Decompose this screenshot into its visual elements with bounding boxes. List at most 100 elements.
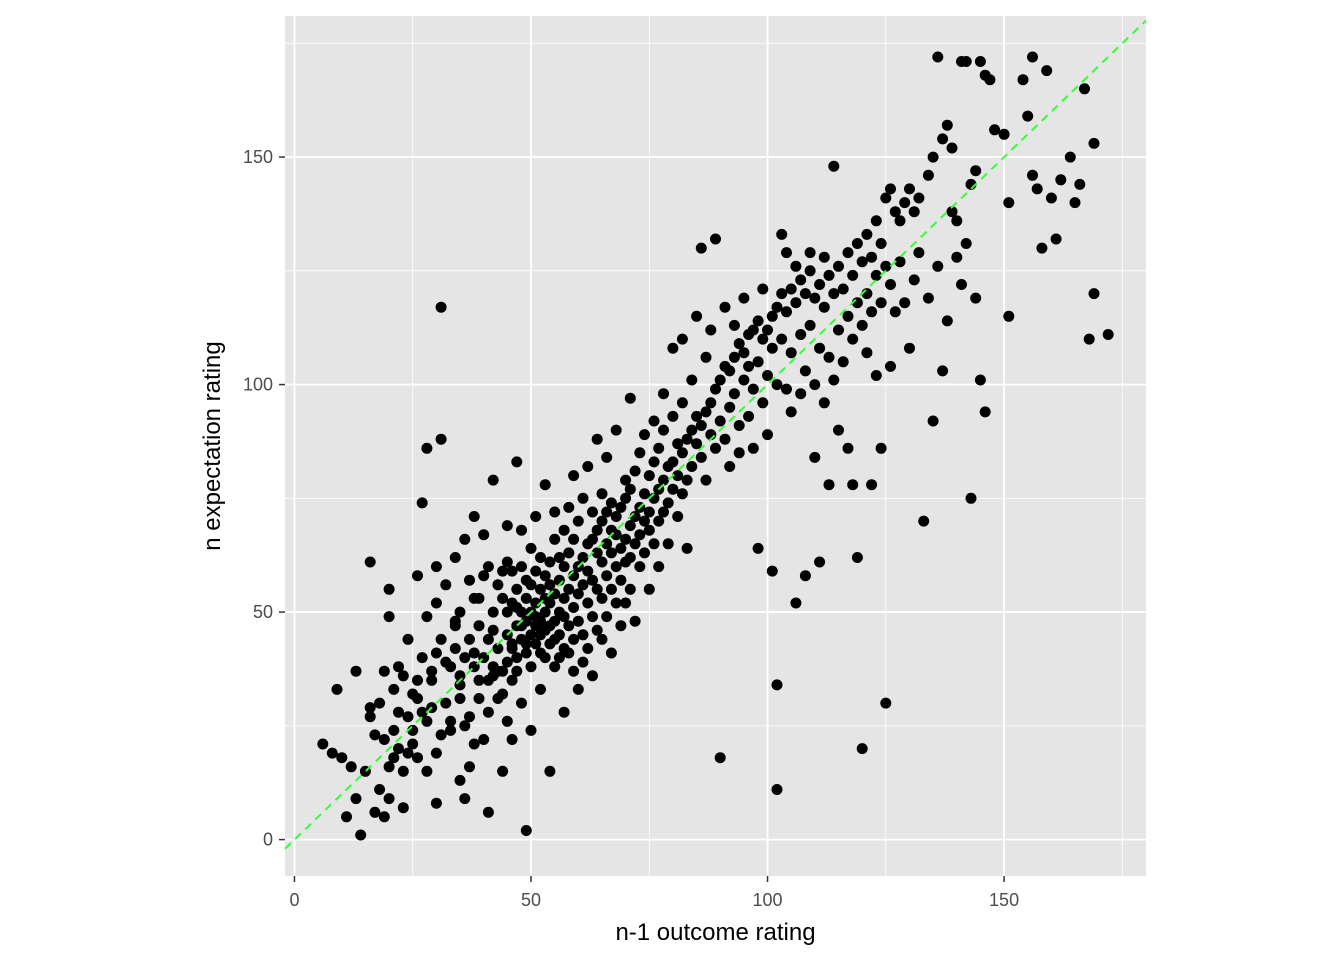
data-point [388,724,400,736]
data-point [449,552,461,563]
data-point [804,247,816,259]
data-point [970,165,982,177]
data-point [497,765,509,777]
data-point [317,738,329,750]
data-point [733,420,745,431]
data-point [705,324,717,336]
data-point [856,743,868,755]
data-point [672,438,684,450]
data-point [601,611,613,623]
data-point [908,206,920,218]
data-point [596,515,608,527]
data-point [572,588,584,600]
data-point [468,511,480,522]
data-point [634,529,646,541]
data-point [397,670,409,682]
data-point [530,565,542,577]
data-point [771,379,783,391]
data-point [516,606,527,618]
data-point [804,319,816,331]
data-point [634,561,646,573]
data-point [454,774,466,786]
data-point [435,433,447,445]
data-point [1036,242,1048,254]
data-point [430,561,442,573]
data-point [695,242,707,254]
data-point [610,597,622,609]
data-point [374,697,386,709]
data-point [525,661,537,673]
data-point [639,488,650,500]
data-point [511,583,523,595]
data-point [1045,192,1057,204]
data-point [700,474,712,486]
data-point [544,597,556,609]
data-point [492,643,504,654]
data-point [620,597,632,609]
data-point [350,793,362,805]
data-point [553,629,565,641]
data-point [667,342,679,354]
data-point [482,633,494,645]
data-point [572,615,584,627]
data-point [473,674,485,686]
data-point [610,424,622,436]
data-point [412,570,423,582]
data-point [478,734,490,745]
data-point [752,315,764,327]
data-point [866,251,878,263]
data-point [1022,110,1034,122]
data-point [922,169,934,181]
data-point [738,374,750,386]
data-point [960,238,972,249]
data-point [506,734,518,745]
data-point [956,279,967,290]
data-point [776,288,788,300]
data-point [383,583,395,595]
data-point [686,374,698,386]
y-tick-label: 100 [243,375,273,395]
x-tick-label: 100 [753,890,783,910]
data-point [497,688,509,700]
data-point [459,720,471,732]
data-point [885,279,896,290]
data-point [582,643,594,654]
data-point [676,488,688,500]
data-point [421,442,433,454]
data-point [818,397,830,409]
data-point [842,247,854,259]
data-point [587,670,598,682]
data-point [501,556,513,568]
data-point [951,215,963,227]
data-point [558,706,570,718]
data-point [577,656,589,668]
data-point [847,269,859,281]
y-axis-title: n expectation rating [199,341,226,550]
data-point [710,383,721,395]
data-point [393,661,404,673]
data-point [620,492,632,504]
data-point [918,515,930,527]
data-point [412,674,423,686]
data-point [596,592,608,604]
data-point [710,442,721,454]
data-point [771,784,783,795]
data-point [345,761,357,773]
data-point [610,561,622,573]
data-point [520,638,532,650]
data-point [615,542,627,554]
data-point [648,415,660,427]
data-point [591,547,603,559]
data-point [766,565,778,577]
data-point [643,470,655,482]
data-point [435,633,447,645]
data-point [643,583,655,595]
data-point [539,652,551,664]
data-point [487,474,499,486]
data-point [582,597,594,609]
data-point [492,579,504,591]
data-point [795,329,807,340]
data-point [473,693,485,704]
data-point [558,524,570,536]
data-point [624,583,636,595]
